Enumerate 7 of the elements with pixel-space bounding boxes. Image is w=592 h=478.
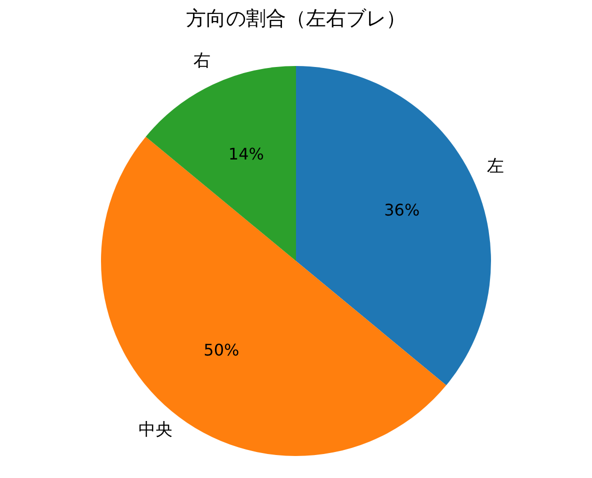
slice-label: 左 bbox=[486, 156, 504, 177]
data-label: 36% bbox=[384, 200, 420, 220]
slice-label: 右 bbox=[194, 51, 211, 72]
chart-title: 方向の割合（左右ブレ） bbox=[186, 6, 406, 30]
data-label: 50% bbox=[204, 340, 240, 360]
data-label: 14% bbox=[228, 144, 264, 164]
slice-label: 中央 bbox=[138, 420, 173, 440]
